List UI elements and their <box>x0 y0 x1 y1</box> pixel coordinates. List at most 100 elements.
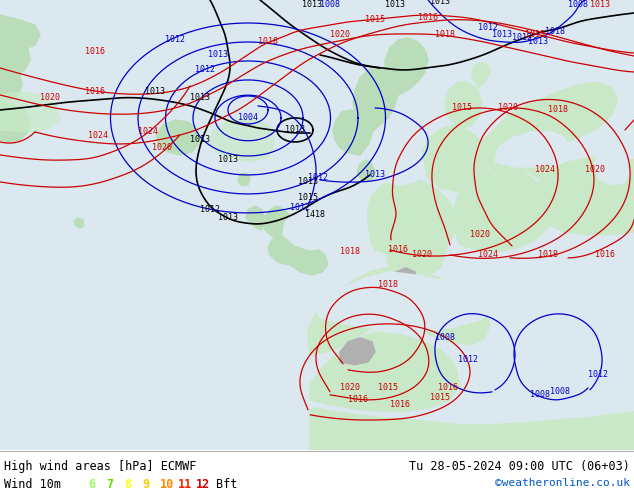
Text: 1016: 1016 <box>418 14 438 23</box>
Text: 1020: 1020 <box>585 166 605 174</box>
Polygon shape <box>375 122 405 160</box>
Text: 1013: 1013 <box>492 30 512 40</box>
Text: 1013: 1013 <box>285 125 305 134</box>
Text: 1015: 1015 <box>452 103 472 113</box>
Polygon shape <box>385 38 428 95</box>
Text: 1013: 1013 <box>430 0 450 6</box>
Text: Bft: Bft <box>216 478 237 490</box>
Polygon shape <box>74 218 84 228</box>
Text: 8: 8 <box>124 478 131 490</box>
Text: 1012: 1012 <box>308 173 328 182</box>
Text: 1013: 1013 <box>145 87 165 97</box>
Text: 1013: 1013 <box>298 177 318 186</box>
Text: 1018: 1018 <box>545 27 565 36</box>
Text: 1012: 1012 <box>588 370 608 379</box>
Text: 1016: 1016 <box>388 245 408 254</box>
Text: 1013: 1013 <box>525 30 545 40</box>
Polygon shape <box>310 332 460 412</box>
Text: 1013: 1013 <box>365 171 385 179</box>
Text: ©weatheronline.co.uk: ©weatheronline.co.uk <box>495 478 630 488</box>
Polygon shape <box>387 192 448 275</box>
Text: 1012: 1012 <box>195 66 215 74</box>
Polygon shape <box>388 268 416 292</box>
Text: 1018: 1018 <box>548 105 568 115</box>
Text: 1018: 1018 <box>538 250 558 259</box>
Text: 12: 12 <box>196 478 210 490</box>
Text: 1013: 1013 <box>302 0 322 9</box>
Text: 1020: 1020 <box>40 94 60 102</box>
Text: 1020: 1020 <box>330 30 350 40</box>
Polygon shape <box>378 148 425 185</box>
Polygon shape <box>490 82 618 148</box>
Polygon shape <box>0 15 40 50</box>
Polygon shape <box>472 62 490 88</box>
Text: 1004: 1004 <box>238 114 258 122</box>
Polygon shape <box>318 270 500 332</box>
Polygon shape <box>445 82 482 128</box>
Text: 1016: 1016 <box>438 383 458 392</box>
Polygon shape <box>308 268 490 355</box>
Text: 1008: 1008 <box>435 333 455 343</box>
Text: 1008: 1008 <box>530 391 550 399</box>
Polygon shape <box>289 245 328 275</box>
Text: 1012: 1012 <box>512 33 532 43</box>
Text: 1015: 1015 <box>378 383 398 392</box>
Text: 9: 9 <box>142 478 149 490</box>
Text: 1015: 1015 <box>298 194 318 202</box>
Text: Wind 10m: Wind 10m <box>4 478 61 490</box>
Text: 1024: 1024 <box>138 127 158 136</box>
Polygon shape <box>353 68 398 132</box>
Polygon shape <box>333 110 372 155</box>
Polygon shape <box>495 132 568 167</box>
Text: 1024: 1024 <box>88 131 108 141</box>
Text: 1418: 1418 <box>305 210 325 220</box>
Text: 1013: 1013 <box>218 155 238 165</box>
Text: 1015: 1015 <box>430 393 450 402</box>
Text: 1018: 1018 <box>340 247 360 256</box>
Polygon shape <box>238 173 250 186</box>
Text: 1018: 1018 <box>258 37 278 47</box>
Text: 1013: 1013 <box>218 214 238 222</box>
Text: 1012: 1012 <box>290 203 310 213</box>
Text: 1013: 1013 <box>208 50 228 59</box>
Polygon shape <box>478 128 550 182</box>
Polygon shape <box>0 35 30 75</box>
Text: 1016: 1016 <box>85 48 105 56</box>
Polygon shape <box>283 208 335 250</box>
Text: 1020: 1020 <box>152 144 172 152</box>
Polygon shape <box>368 178 458 258</box>
Text: 1016: 1016 <box>85 87 105 97</box>
Text: 1024: 1024 <box>535 166 555 174</box>
Polygon shape <box>0 62 22 100</box>
Text: 1013: 1013 <box>190 135 210 145</box>
Text: 1020: 1020 <box>412 250 432 259</box>
Text: 1008: 1008 <box>568 0 588 9</box>
Text: 1008: 1008 <box>320 0 340 9</box>
Polygon shape <box>0 92 60 132</box>
Text: 1024: 1024 <box>478 250 498 259</box>
Text: 1020: 1020 <box>340 383 360 392</box>
Polygon shape <box>268 235 300 265</box>
Text: 1016: 1016 <box>390 400 410 409</box>
Polygon shape <box>0 100 30 142</box>
Text: 11: 11 <box>178 478 192 490</box>
Polygon shape <box>538 155 634 235</box>
Text: 1013: 1013 <box>190 94 210 102</box>
Polygon shape <box>340 338 375 365</box>
Text: 1016: 1016 <box>348 395 368 404</box>
Text: 1008: 1008 <box>550 387 570 396</box>
Polygon shape <box>210 118 275 162</box>
Polygon shape <box>264 206 295 242</box>
Text: 1012: 1012 <box>458 355 478 365</box>
Text: 1013: 1013 <box>528 37 548 47</box>
Polygon shape <box>310 408 634 450</box>
Text: 10: 10 <box>160 478 174 490</box>
Polygon shape <box>454 168 552 252</box>
Polygon shape <box>402 292 440 322</box>
Text: Tu 28-05-2024 09:00 UTC (06+03): Tu 28-05-2024 09:00 UTC (06+03) <box>409 460 630 473</box>
Text: 1015: 1015 <box>365 16 385 24</box>
Polygon shape <box>595 142 630 185</box>
Text: 1016: 1016 <box>595 250 615 259</box>
Polygon shape <box>156 120 200 155</box>
Polygon shape <box>246 206 265 230</box>
